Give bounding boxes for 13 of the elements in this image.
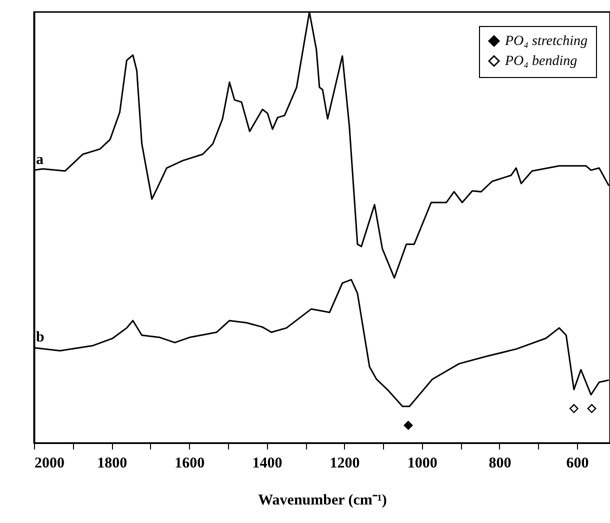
legend-label: PO₄ stretching <box>504 34 588 49</box>
x-tick-label: 1600 <box>174 456 205 472</box>
x-axis-title: Wavenumber (cm⁻¹) <box>258 492 387 508</box>
series-label: a <box>36 152 44 168</box>
x-tick-label: 1400 <box>252 456 282 472</box>
x-tick-label: 1800 <box>97 456 128 472</box>
x-tick-label: 1000 <box>407 456 438 472</box>
x-tick-label: 2000 <box>34 456 64 472</box>
x-tick-label: 600 <box>566 456 589 472</box>
x-tick-label: 1200 <box>330 456 360 472</box>
series-label: b <box>36 330 44 346</box>
legend-label: PO₄ bending <box>504 54 578 69</box>
x-tick-label: 800 <box>488 456 512 472</box>
